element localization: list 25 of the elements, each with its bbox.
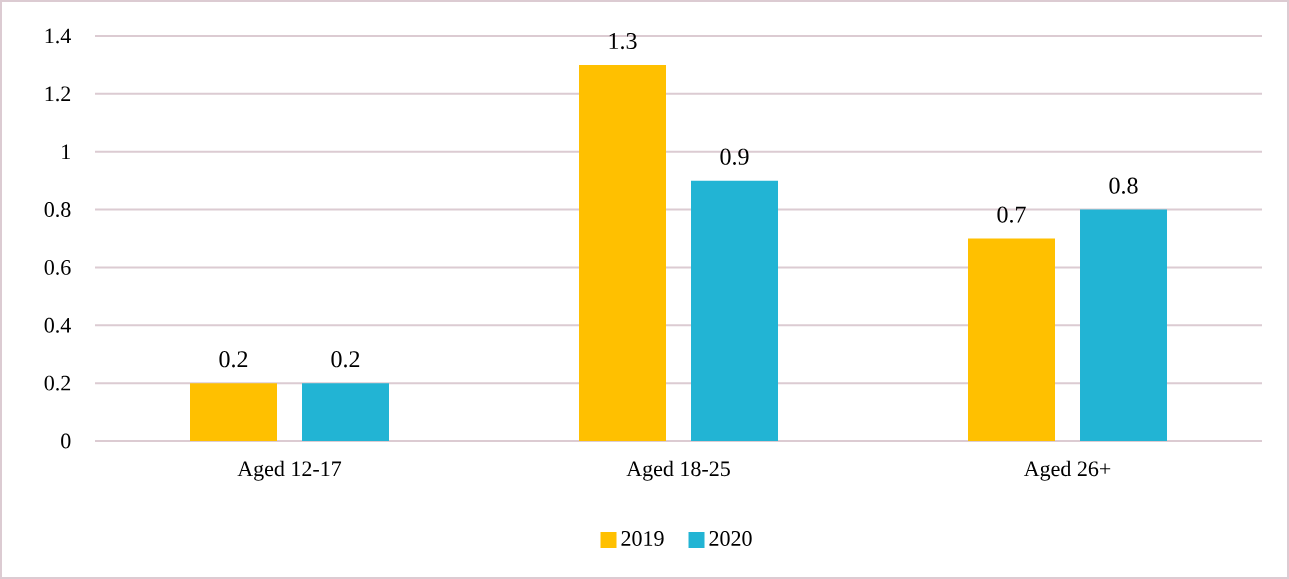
data-label: 0.2 [331,351,360,368]
bar [302,383,389,441]
data-label: 0.8 [1109,177,1138,194]
data-label: 0.7 [997,206,1026,223]
y-tick-label: 0.6 [44,259,71,275]
x-tick-label: Aged 12-17 [237,460,342,481]
bar [1080,209,1168,441]
legend-label: 2020 [709,531,752,546]
bar [691,180,779,441]
bar [190,383,278,441]
x-tick-label: Aged 26+ [1023,460,1111,481]
y-tick-label: 0.8 [44,202,71,218]
y-tick-label: 0 [61,433,71,449]
bar [968,238,1056,441]
legend-label: 2019 [621,531,664,546]
x-tick-label: Aged 18-25 [626,460,730,481]
data-label: 0.2 [219,351,248,368]
bar [579,64,667,441]
y-tick-label: 1.4 [45,28,71,44]
y-tick-label: 1 [62,144,70,159]
y-tick-label: 0.4 [44,317,71,333]
y-tick-label: 1.2 [45,86,71,102]
data-label: 1.3 [609,32,637,50]
data-label: 0.9 [720,148,749,165]
y-tick-label: 0.2 [44,375,71,391]
